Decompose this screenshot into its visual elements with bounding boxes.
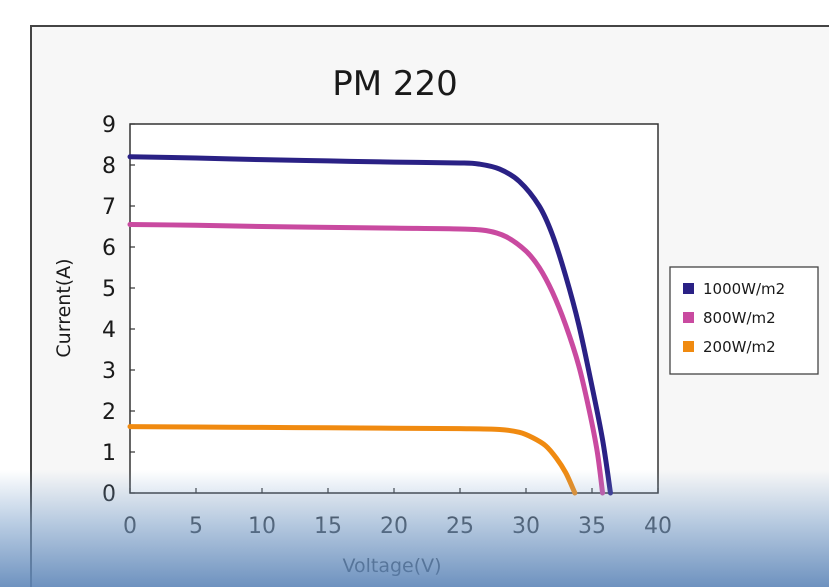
chart-title: PM 220 — [332, 64, 458, 104]
x-tick-label: 10 — [248, 514, 276, 539]
x-tick-label: 30 — [512, 514, 540, 539]
x-tick-label: 15 — [314, 514, 342, 539]
legend-box — [669, 266, 819, 375]
y-tick-label: 2 — [102, 400, 116, 425]
y-tick-label: 7 — [102, 195, 116, 220]
x-axis-title: Voltage(V) — [342, 555, 441, 577]
y-tick-label: 0 — [102, 482, 116, 507]
x-tick-label: 35 — [578, 514, 606, 539]
legend-swatch-800w-m2 — [683, 312, 694, 323]
x-tick-label: 0 — [123, 514, 137, 539]
legend: 1000W/m2 800W/m2 200W/m2 — [669, 266, 819, 375]
y-tick-label: 4 — [102, 318, 116, 343]
x-tick-label: 40 — [644, 514, 672, 539]
series-line-200w-m2 — [127, 424, 578, 496]
plot-border — [129, 123, 659, 494]
legend-label-200w-m2: 200W/m2 — [703, 338, 776, 356]
series-line-800w-m2 — [127, 221, 606, 496]
x-tick-label: 20 — [380, 514, 408, 539]
legend-label-1000w-m2: 1000W/m2 — [703, 280, 785, 298]
y-tick-label: 9 — [102, 113, 116, 138]
legend-swatch-1000w-m2 — [683, 283, 694, 294]
plot-area — [127, 123, 659, 496]
y-tick-label: 3 — [102, 359, 116, 384]
legend-swatch-200w-m2 — [683, 341, 694, 352]
y-tick-label: 1 — [102, 441, 116, 466]
x-tick-label: 5 — [189, 514, 203, 539]
x-axis: 0 5 10 15 20 25 30 35 40 — [123, 488, 672, 539]
legend-items: 1000W/m2 800W/m2 200W/m2 — [683, 280, 785, 356]
y-tick-label: 6 — [102, 236, 116, 261]
series-layer — [127, 154, 613, 496]
legend-label-800w-m2: 800W/m2 — [703, 309, 776, 327]
y-axis-title: Current(A) — [53, 258, 75, 357]
series-line-1000w-m2 — [127, 154, 613, 496]
y-tick-label: 8 — [102, 154, 116, 179]
y-tick-label: 5 — [102, 277, 116, 302]
x-tick-label: 25 — [446, 514, 474, 539]
